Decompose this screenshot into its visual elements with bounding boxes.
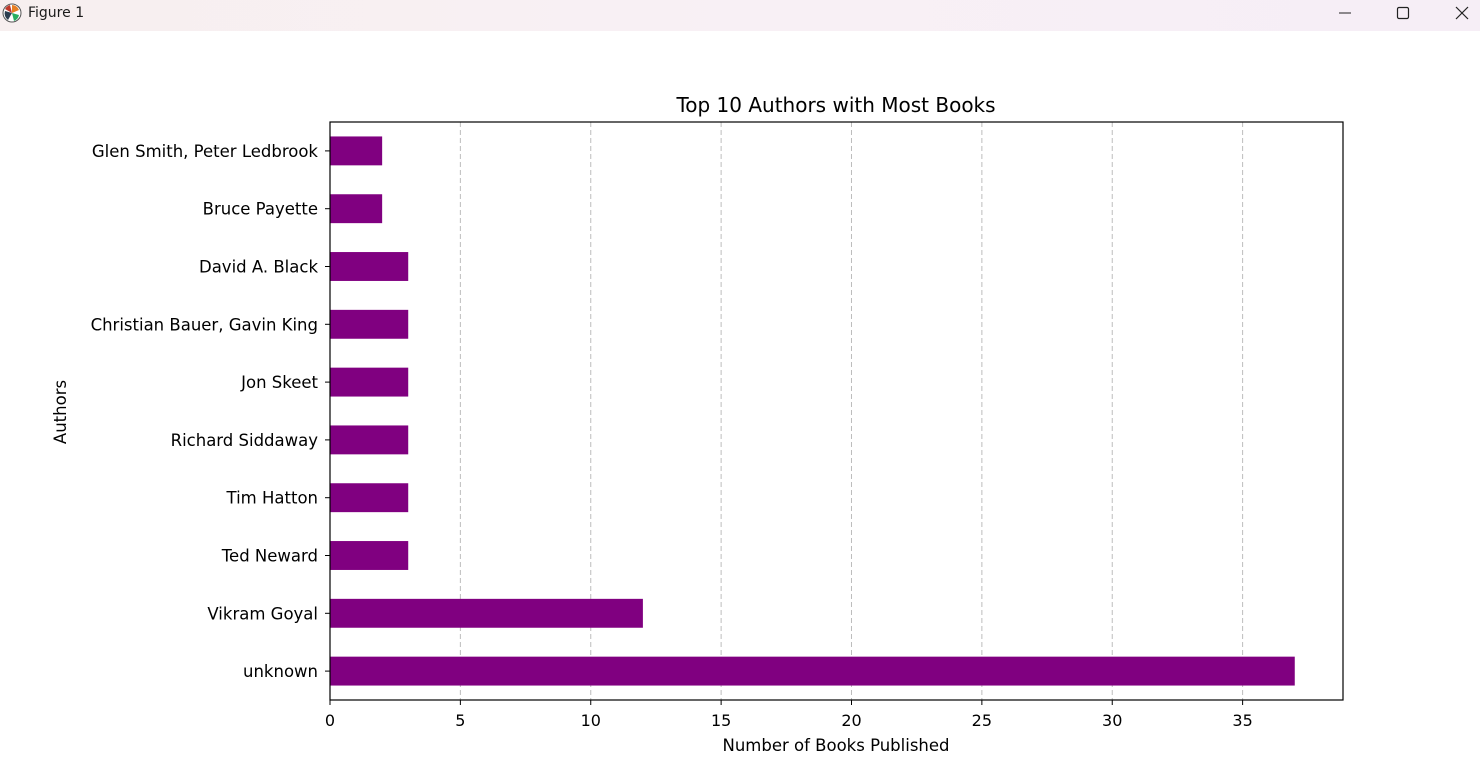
bar [330,136,383,166]
x-tick-label: 5 [455,711,465,730]
bar [330,367,409,397]
bar [330,541,409,570]
bar [330,483,409,513]
chart-title: Top 10 Authors with Most Books [675,93,995,117]
close-button[interactable] [1432,0,1480,31]
gridlines [459,122,1244,700]
x-tick-label: 20 [841,711,861,730]
y-tick-label: David A. Black [199,258,318,277]
x-axis-label: Number of Books Published [722,736,949,755]
matplotlib-logo-icon [2,3,22,23]
y-tick-label: Bruce Payette [203,200,318,219]
minimize-icon [1339,12,1351,14]
y-tick-label: Vikram Goyal [207,604,318,623]
y-tick-label: Glen Smith, Peter Ledbrook [92,142,319,161]
y-axis-label: Authors [51,380,70,444]
y-tick-label: Tim Hatton [226,489,318,508]
bar-chart: 0 5 10 15 20 25 30 35 unknown Vikram Goyal Ted Ne… [51,93,1344,755]
y-tick-label: Christian Bauer, Gavin King [91,315,318,334]
window-title: Figure 1 [28,5,85,21]
y-tick-label: Richard Siddaway [171,431,319,450]
minimize-button[interactable] [1316,0,1374,31]
x-tick-label: 30 [1102,711,1122,730]
bar [330,309,409,339]
plot-frame [329,121,1344,701]
x-tick-label: 15 [711,711,731,730]
x-tick-label: 10 [581,711,601,730]
y-tick-label: unknown [243,662,318,681]
x-axis-ticks: 0 5 10 15 20 25 30 35 [325,700,1253,730]
y-axis-ticks: unknown Vikram Goyal Ted Neward Tim Hatton R… [91,142,330,681]
bar [330,194,383,224]
maximize-button[interactable] [1374,0,1432,31]
x-tick-label: 25 [972,711,992,730]
x-tick-label: 0 [325,711,335,730]
y-tick-label: Ted Neward [221,547,318,566]
bars [330,136,1295,686]
y-tick-label: Jon Skeet [240,373,318,392]
bar [330,598,643,628]
close-icon [1455,6,1469,20]
bar [330,425,409,455]
bar [330,252,409,281]
title-bar[interactable]: Figure 1 [0,0,1480,31]
x-tick-label: 35 [1232,711,1252,730]
bar [330,656,1295,686]
maximize-icon [1396,6,1410,20]
